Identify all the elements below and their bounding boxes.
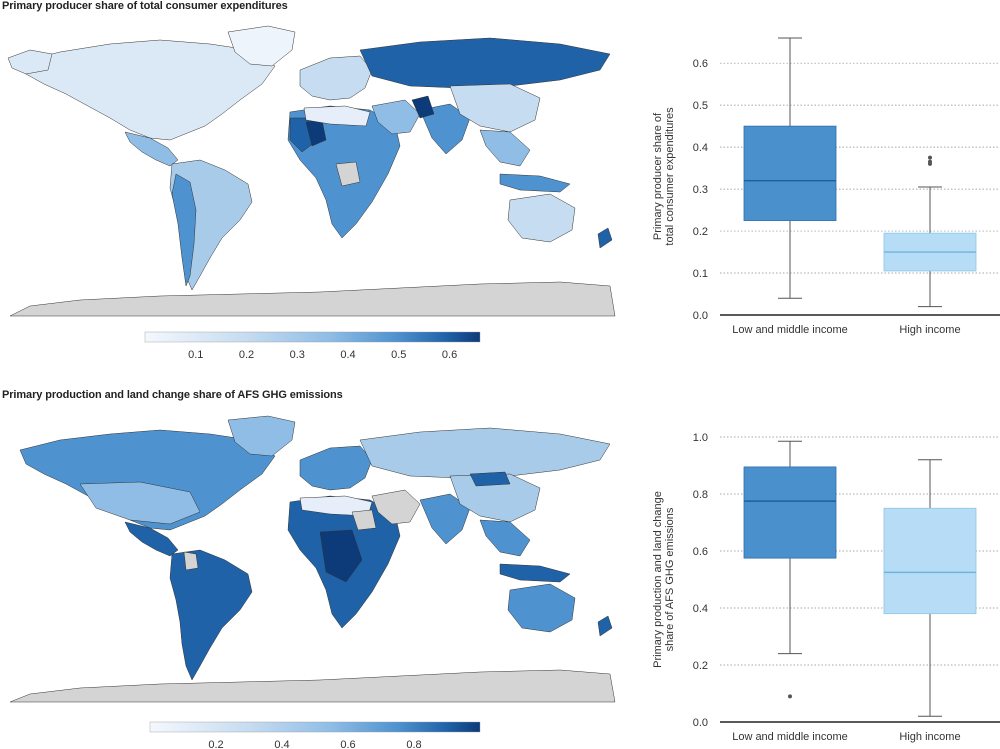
region-south-america [169, 549, 253, 681]
panel-title-top: Primary producer share of total consumer… [2, 0, 288, 12]
region-alaska [7, 49, 53, 75]
colorbar-tick-label: 0.4 [274, 739, 289, 749]
region-indonesia [499, 563, 571, 583]
y-tick-label: 0.6 [693, 58, 708, 70]
y-tick-label: 0.2 [693, 660, 708, 672]
region-australia [507, 583, 576, 633]
region-pakistan [411, 95, 435, 119]
y-tick-label: 0.4 [693, 142, 708, 154]
region-antarctica [9, 669, 616, 703]
choropleth-map-top [0, 14, 625, 324]
region-central-america [124, 521, 179, 557]
box-iqr [743, 125, 837, 221]
x-category-label: High income [899, 731, 960, 743]
region-russia [359, 37, 611, 89]
box-low-middle-income [743, 440, 837, 699]
x-category-label: Low and middle income [732, 324, 848, 336]
colorbar-tick-label: 0.2 [239, 349, 254, 361]
x-category-label: Low and middle income [732, 731, 848, 743]
colorbar-gradient [144, 331, 481, 343]
colorbar-tick-label: 0.3 [290, 349, 305, 361]
y-tick-label: 0.8 [693, 489, 708, 501]
region-north-america [19, 429, 276, 531]
region-new-zealand [597, 227, 613, 249]
region-antarctica [9, 281, 616, 317]
box-low-middle-income [743, 37, 837, 299]
y-tick-label: 0.3 [693, 184, 708, 196]
y-tick-label: 0.1 [693, 268, 708, 280]
region-mongolia [469, 471, 511, 487]
colorbar-tick-label: 0.6 [340, 739, 355, 749]
box-iqr [883, 507, 977, 615]
box-iqr [743, 466, 837, 559]
region-middle-east [371, 99, 421, 135]
box-high-income [883, 459, 977, 717]
y-tick-label: 0.5 [693, 100, 708, 112]
region-south-america-nodata [183, 551, 199, 571]
region-central-america [124, 131, 179, 167]
colorbar-tick-label: 0.4 [340, 349, 355, 361]
region-europe [299, 445, 373, 491]
region-central-africa-dark [319, 529, 363, 583]
boxplot-bottom: 0.0 0.2 0.4 0.6 0.8 1.0 Primary production and… [652, 432, 1000, 743]
region-greenland [227, 415, 296, 457]
y-tick-label: 0.4 [693, 603, 708, 615]
region-greenland [227, 25, 296, 67]
region-middle-east [371, 489, 421, 525]
y-tick-label: 0.6 [693, 546, 708, 558]
region-indonesia [499, 173, 571, 193]
colorbar-bottom: 0.2 0.4 0.6 0.8 [149, 721, 481, 749]
choropleth-map-bottom [0, 412, 625, 712]
region-usa [79, 481, 201, 525]
y-tick-label: 0.2 [693, 226, 708, 238]
y-tick-label: 0.0 [693, 717, 708, 729]
region-north-africa [303, 105, 371, 127]
colorbar-tick-label: 0.6 [442, 349, 457, 361]
outlier-point [788, 694, 792, 699]
region-southeast-asia [479, 129, 531, 167]
outlier-point [928, 155, 932, 160]
box-high-income [883, 155, 977, 308]
colorbar-gradient [149, 721, 481, 733]
colorbar-tick-label: 0.2 [208, 739, 223, 749]
x-category-label: High income [899, 324, 960, 336]
region-europe [299, 55, 373, 101]
region-china [449, 83, 541, 133]
region-russia [359, 427, 611, 479]
region-australia [507, 193, 576, 243]
panel-title-bottom: Primary production and land change share… [2, 389, 343, 401]
colorbar-tick-label: 0.5 [391, 349, 406, 361]
y-tick-label: 0.0 [693, 310, 708, 322]
region-south-asia [419, 103, 471, 155]
boxplot-top: 0.0 0.1 0.2 0.3 0.4 0.5 0.6 Primary producer sh… [652, 37, 1000, 336]
y-axis-label: Primary production and land changeshare … [652, 491, 676, 668]
region-new-zealand [597, 615, 613, 637]
region-north-america [19, 39, 276, 141]
region-china [449, 473, 541, 523]
colorbar-top: 0.1 0.2 0.3 0.4 0.5 0.6 [144, 331, 481, 361]
colorbar-tick-label: 0.1 [188, 349, 203, 361]
region-central-africa-nodata [335, 161, 361, 187]
colorbar-tick-label: 0.8 [406, 739, 421, 749]
region-africa-nodata [351, 509, 377, 531]
y-tick-label: 1.0 [693, 432, 708, 444]
y-axis-label: Primary producer share oftotal consumer … [652, 107, 676, 246]
region-southeast-asia [479, 519, 531, 557]
outlier-point [928, 159, 932, 164]
region-south-asia [419, 493, 471, 545]
region-andes [171, 173, 197, 287]
